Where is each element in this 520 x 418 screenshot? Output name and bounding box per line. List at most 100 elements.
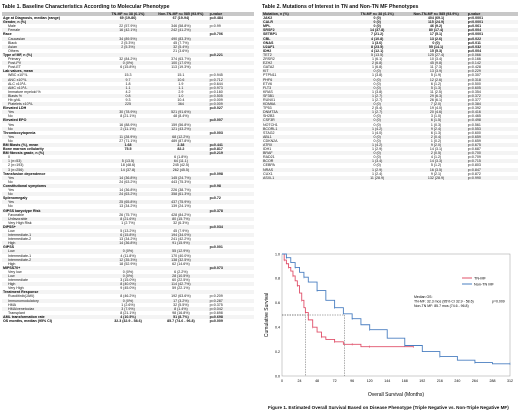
- table2-row: CUX1 1 (2.4) 9 (2.1) p=0.872: [262, 172, 518, 176]
- table1-cell: GIPSS karyotype Risk: [2, 208, 103, 213]
- table1-cell: 59 (22.1%): [172, 286, 190, 291]
- table1-cell: [102, 183, 154, 189]
- table2-cell: NOTCH1: [263, 122, 278, 127]
- table1-cell: [208, 134, 254, 139]
- table2-header-cell: Mutation, n (%): [262, 12, 350, 17]
- table1-cell: 489 (87.8%): [171, 138, 191, 143]
- table2-cell: 10 (3.4): [429, 57, 443, 62]
- table2-row: RAD21 0 (0) 4 (1.2) p=0.709: [262, 155, 518, 159]
- table1-cell: 0.8: [102, 93, 154, 98]
- table1-cell: 245 (42.5): [172, 163, 190, 168]
- table1-row: HMA 1 (2.6%) 32 (5.5%) p=0.375: [2, 303, 254, 307]
- table2-cell: IDH2: [263, 48, 272, 53]
- x-tick-label: 192: [419, 379, 425, 383]
- table2-cell: 0 (0): [349, 102, 406, 107]
- table1-cell: OS months, median (95% CI): [3, 319, 52, 324]
- table2-cell: p=0.990: [466, 175, 518, 180]
- table2-cell: p=0.416: [466, 110, 518, 115]
- table1-row: Low 0 (0%) 28 (10.5%): [2, 274, 254, 279]
- table1-row: No 24 (63.2%) 443 (75.3%): [2, 180, 254, 184]
- table1-cell: Asian: [2, 44, 103, 49]
- table1-cell: 0: [8, 155, 10, 160]
- table1-row: Elevated EPO p=0.007: [2, 118, 254, 123]
- table1-header-cell: TN-MF n= 38 (6.1%): [102, 12, 154, 17]
- figure-caption: Figure 1. Estimated Overall Survival Bas…: [268, 405, 509, 410]
- table1-cell: p=0.484: [209, 16, 223, 21]
- table1-row: Splenomegaly p=0.72: [2, 196, 254, 200]
- table1-cell: [208, 110, 254, 115]
- table1-cell: 82.2: [177, 147, 185, 152]
- table2-cell: KRAS: [263, 89, 273, 94]
- table1-row: Male 22 (57.9%) 346 (58.8%) p=0.99: [2, 24, 254, 28]
- table2-row: KRAS 1 (3.8) 11 (2.5) p=0.354: [262, 90, 518, 94]
- table1-row: Treatment Response: [2, 290, 254, 295]
- table1-cell: BM Blasts (%), mean: [2, 143, 103, 148]
- table1-cell: [153, 208, 209, 213]
- table1-row: Yes 30 (78.9%) 521 (91.6%): [2, 110, 254, 115]
- table1-cell: 490 (83.3%): [153, 36, 209, 41]
- table2-cell: 1 (2.7): [349, 93, 406, 98]
- x-tick-label: 144: [384, 379, 390, 383]
- table1-row: Constitutional symptoms p=0.98: [2, 183, 254, 189]
- km-chart-svg: 0 24 48 72 96 120 144 168 192 216 240 264 288 312 0.0 0…: [264, 252, 513, 398]
- table1-cell: Black: [8, 40, 17, 45]
- table2-row: BCORL1 1 (4.2) 9 (2.4) p=0.553: [262, 126, 518, 131]
- table1-cell: [208, 159, 254, 164]
- table1-row: Post-PV 0 (0%) 100 (17.0%): [2, 61, 254, 66]
- table1-cell: Yes: [2, 134, 103, 139]
- table1-cell: No: [2, 126, 103, 131]
- table2-row: CSF3R 0 (0) 6 (1.5) p=0.498: [262, 118, 518, 123]
- table1-cell: Intermediate-2: [2, 257, 103, 262]
- table2-cell: KIT: [262, 69, 350, 74]
- table1-cell: 8 (40.0%): [102, 282, 154, 287]
- table2-cell: 1 (0.2): [430, 138, 442, 143]
- table1-cell: No: [8, 179, 13, 184]
- table1-cell: 98 (16.8%): [172, 310, 190, 315]
- table1-cell: AML transformation rate: [2, 314, 103, 320]
- table1-cell: [208, 61, 254, 66]
- table1-cell: Immunomodulatory: [2, 298, 103, 303]
- table1-cell: 0 (0%): [102, 249, 154, 254]
- table1-cell: 2 (5.3%): [121, 40, 135, 45]
- table2-cell: BCOR: [262, 159, 350, 164]
- table1-cell: [208, 28, 254, 33]
- table1-cell: Transfusion dependence: [3, 171, 46, 176]
- table2-cell: CBL: [262, 36, 350, 41]
- table1-body: Age at Diagnosis, median (range) 69 (19-8…: [2, 16, 254, 323]
- table1-row: Yes 11 (28.9%) 68 (12.2%): [2, 134, 254, 139]
- table1-cell: 45 (7.9%): [173, 228, 189, 233]
- table1-cell: [208, 290, 254, 295]
- table1-cell: 0 (0%): [102, 298, 154, 303]
- table1-cell: 17 (3.2%): [153, 298, 209, 303]
- table1-cell: 9.7: [102, 77, 154, 82]
- table1-cell: 170 (40.0%): [171, 253, 191, 258]
- table2-cell: 1 (3.6): [371, 40, 383, 45]
- table1-cell: p=0.160: [209, 89, 223, 94]
- table1-cell: p=0.945: [209, 73, 223, 78]
- table1-cell: [153, 265, 209, 270]
- table1-cell: WBC x10⁹/L: [8, 73, 28, 78]
- table1-title: Table 1. Baseline Characteristics Accord…: [2, 4, 170, 10]
- table1-row: ALC x10⁹/L 1.8 1.9 p=0.644: [2, 82, 254, 86]
- table1-cell: 241 (42.2%): [171, 237, 191, 242]
- table2-cell: 1 (4.2): [349, 143, 406, 148]
- table1-cell: Intermediate-1: [8, 253, 32, 258]
- table1-row: Lab values, mean: [2, 69, 254, 74]
- table1-cell: Unfavorable: [2, 216, 103, 221]
- table2-cell: BCORL1: [262, 126, 350, 131]
- table1-cell: 262 (45.5): [153, 167, 209, 172]
- table1-cell: 374 (63.7%): [171, 57, 191, 62]
- table1-cell: Gender, n (%): [2, 20, 103, 25]
- table1-cell: p=0.698: [209, 310, 223, 315]
- table2-cell: 4 (10.8): [349, 36, 406, 41]
- table2-row: SF3B1 1 (2.7) 29 (6.3) p=0.372: [262, 93, 518, 98]
- table2-cell: p=0.061: [467, 24, 482, 29]
- table1-cell: 346 (58.8%): [171, 24, 191, 29]
- table2-cell: 1 (2.4): [371, 171, 383, 176]
- table1-cell: 14 (36.8%): [102, 241, 154, 246]
- table2-cell: p=0.675: [466, 143, 518, 148]
- table1-cell: 3 (7.9%): [102, 306, 154, 311]
- y-tick-label: 0.0: [275, 374, 280, 378]
- table2-cell: MPL: [263, 24, 271, 29]
- table2-row: SH2B3 0 (0) 3 (1.0) p=0.465: [262, 114, 518, 118]
